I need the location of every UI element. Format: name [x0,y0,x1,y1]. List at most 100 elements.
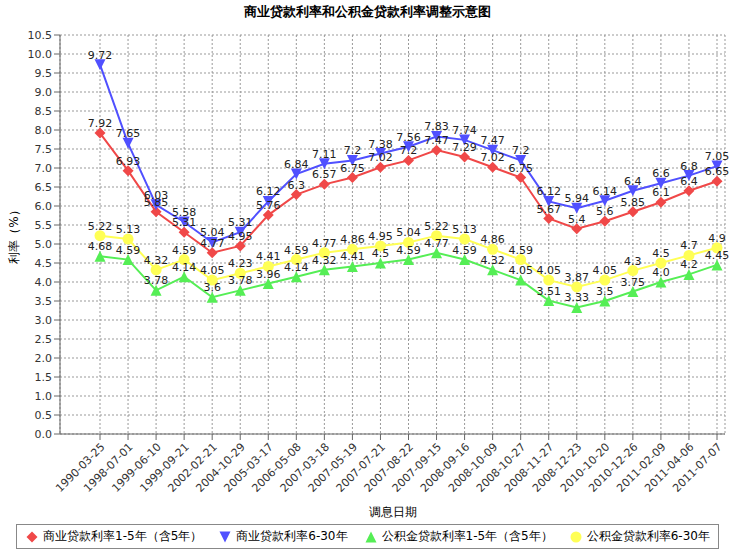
svg-text:7.92: 7.92 [88,117,113,130]
svg-text:6.65: 6.65 [705,165,727,178]
svg-text:4.23: 4.23 [228,257,253,270]
svg-text:7.47: 7.47 [480,134,505,147]
svg-text:6.8: 6.8 [680,160,698,173]
svg-text:6.12: 6.12 [536,185,561,198]
svg-text:7.83: 7.83 [424,120,449,133]
svg-text:5.22: 5.22 [424,220,449,233]
svg-text:5.6: 5.6 [596,205,614,218]
svg-text:5.58: 5.58 [172,206,197,219]
svg-text:4.5: 4.5 [35,257,53,270]
svg-text:8.0: 8.0 [35,124,53,137]
svg-text:6.57: 6.57 [312,168,337,181]
svg-text:6.84: 6.84 [284,158,309,171]
svg-text:5.04: 5.04 [200,226,225,239]
svg-text:4.14: 4.14 [172,261,197,274]
svg-text:4.0: 4.0 [35,276,53,289]
svg-text:2.5: 2.5 [35,333,53,346]
svg-text:1.5: 1.5 [35,371,53,384]
svg-text:4.32: 4.32 [480,254,505,267]
svg-text:4.95: 4.95 [228,230,253,243]
svg-text:4.77: 4.77 [312,237,337,250]
svg-text:4.0: 4.0 [652,266,670,279]
svg-text:7.02: 7.02 [368,151,393,164]
svg-text:7.74: 7.74 [452,124,477,137]
svg-text:5.31: 5.31 [228,216,253,229]
svg-text:10.5: 10.5 [28,29,53,42]
svg-text:4.2: 4.2 [680,258,698,271]
svg-text:4.59: 4.59 [452,244,477,257]
svg-text:7.29: 7.29 [452,141,477,154]
svg-text:0.0: 0.0 [35,428,53,441]
svg-text:9.5: 9.5 [35,67,53,80]
svg-text:4.9: 4.9 [708,232,726,245]
svg-text:5.0: 5.0 [35,238,53,251]
svg-text:7.2: 7.2 [512,144,530,157]
svg-text:2011-07-07: 2011-07-07 [670,440,724,494]
svg-text:8.5: 8.5 [35,105,53,118]
svg-text:6.4: 6.4 [624,175,642,188]
svg-text:10.0: 10.0 [28,48,53,61]
svg-text:7.05: 7.05 [705,150,727,163]
svg-text:7.5: 7.5 [35,143,53,156]
svg-text:5.04: 5.04 [396,226,421,239]
svg-text:3.33: 3.33 [565,291,590,304]
svg-text:5.5: 5.5 [35,219,53,232]
svg-text:3.87: 3.87 [565,271,590,284]
svg-text:4.59: 4.59 [396,244,421,257]
svg-text:6.12: 6.12 [256,185,281,198]
svg-text:7.65: 7.65 [116,127,141,140]
svg-text:4.45: 4.45 [705,249,727,262]
svg-text:4.77: 4.77 [424,237,449,250]
svg-text:6.75: 6.75 [508,162,533,175]
svg-text:5.4: 5.4 [568,213,586,226]
svg-text:1.0: 1.0 [35,390,53,403]
svg-text:6.03: 6.03 [144,189,169,202]
svg-text:5.13: 5.13 [452,223,477,236]
svg-text:4.05: 4.05 [593,264,618,277]
svg-text:4.5: 4.5 [652,247,670,260]
svg-text:4.05: 4.05 [200,264,225,277]
svg-text:4.95: 4.95 [368,230,393,243]
svg-text:2.0: 2.0 [35,352,53,365]
svg-text:4.68: 4.68 [88,240,113,253]
svg-text:4.14: 4.14 [284,261,309,274]
svg-text:4.86: 4.86 [340,233,365,246]
svg-text:4.32: 4.32 [144,254,169,267]
svg-text:3.0: 3.0 [35,314,53,327]
svg-text:6.1: 6.1 [652,186,670,199]
svg-text:3.75: 3.75 [621,276,646,289]
svg-text:3.96: 3.96 [256,268,281,281]
svg-text:6.5: 6.5 [35,181,53,194]
svg-text:6.6: 6.6 [652,167,670,180]
svg-text:4.41: 4.41 [340,250,365,263]
svg-text:6.3: 6.3 [288,179,306,192]
svg-text:6.93: 6.93 [116,155,141,168]
svg-text:3.5: 3.5 [596,285,614,298]
svg-text:7.47: 7.47 [424,134,449,147]
svg-text:6.4: 6.4 [680,175,698,188]
svg-text:0.5: 0.5 [35,409,53,422]
svg-text:4.59: 4.59 [508,244,533,257]
svg-text:4.59: 4.59 [172,244,197,257]
svg-text:5.76: 5.76 [256,199,281,212]
svg-text:7.2: 7.2 [344,144,362,157]
svg-text:3.6: 3.6 [203,281,221,294]
svg-text:4.05: 4.05 [508,264,533,277]
svg-text:7.56: 7.56 [396,131,421,144]
svg-text:4.3: 4.3 [624,255,642,268]
svg-text:7.02: 7.02 [480,151,505,164]
svg-text:7.0: 7.0 [35,162,53,175]
svg-text:4.41: 4.41 [256,250,281,263]
svg-text:4.86: 4.86 [480,233,505,246]
svg-text:4.7: 4.7 [680,239,698,252]
svg-text:5.67: 5.67 [536,203,561,216]
svg-text:5.85: 5.85 [621,196,646,209]
svg-text:3.51: 3.51 [536,285,561,298]
svg-text:9.72: 9.72 [88,49,113,62]
svg-text:3.78: 3.78 [144,274,169,287]
svg-text:5.94: 5.94 [565,192,590,205]
svg-text:6.75: 6.75 [340,162,365,175]
svg-text:9.0: 9.0 [35,86,53,99]
svg-text:5.22: 5.22 [88,220,113,233]
svg-text:4.59: 4.59 [116,244,141,257]
